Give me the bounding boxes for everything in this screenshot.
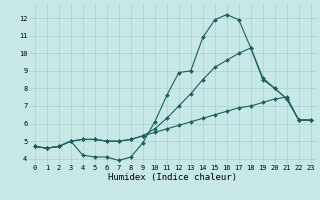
- X-axis label: Humidex (Indice chaleur): Humidex (Indice chaleur): [108, 173, 237, 182]
